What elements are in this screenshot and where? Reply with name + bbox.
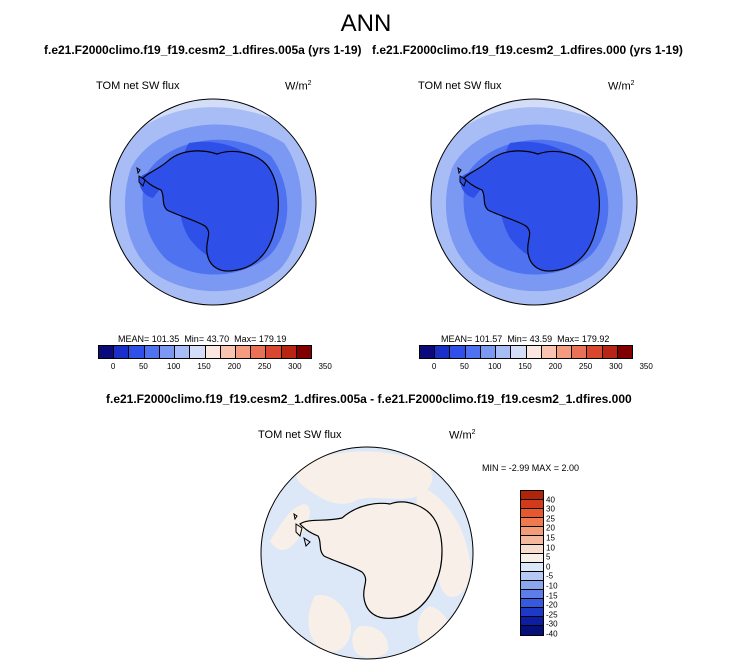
right-units-label: W/m2 xyxy=(608,80,635,93)
right-variable-label: TOM net SW flux xyxy=(418,80,502,92)
colorbar-tick-label: -5 xyxy=(546,571,554,581)
diff-title: f.e21.F2000climo.f19_f19.cesm2_1.dfires.… xyxy=(106,392,632,406)
colorbar-tick-label: -40 xyxy=(546,629,558,639)
right-case-title: f.e21.F2000climo.f19_f19.cesm2_1.dfires.… xyxy=(372,43,683,57)
colorbar-swatch xyxy=(521,491,543,500)
right-colorbar-ticks: 0 50 100 150 200 250 300 350 xyxy=(419,362,653,374)
colorbar-swatch xyxy=(220,346,236,358)
colorbar-swatch xyxy=(159,346,176,358)
left-case-title: f.e21.F2000climo.f19_f19.cesm2_1.dfires.… xyxy=(44,43,362,57)
colorbar-swatch xyxy=(521,590,543,599)
colorbar-swatch xyxy=(190,346,206,358)
colorbar-tick-label: -15 xyxy=(546,591,558,601)
colorbar-tick-label: 250 xyxy=(578,362,593,371)
colorbar-tick-label: -25 xyxy=(546,610,558,620)
colorbar-swatch xyxy=(521,608,543,617)
colorbar-swatch xyxy=(129,346,145,358)
colorbar-tick-label: -20 xyxy=(546,600,558,610)
colorbar-tick-label: 50 xyxy=(459,362,469,371)
colorbar-swatch xyxy=(175,346,191,358)
left-stats: MEAN= 101.35 Min= 43.70 Max= 179.19 xyxy=(118,334,287,344)
colorbar-tick-label: 30 xyxy=(546,504,555,514)
diff-stats: MIN = -2.99 MAX = 2.00 xyxy=(482,463,580,473)
diff-variable-label: TOM net SW flux xyxy=(258,429,342,441)
colorbar-swatch xyxy=(420,346,436,358)
colorbar-swatch xyxy=(281,346,297,358)
colorbar-tick-label: 10 xyxy=(546,543,555,553)
colorbar-swatch xyxy=(465,346,481,358)
colorbar-swatch xyxy=(572,346,588,358)
colorbar-swatch xyxy=(144,346,160,358)
colorbar-swatch xyxy=(521,518,543,527)
colorbar-swatch xyxy=(114,346,130,358)
colorbar-tick-label: 0 xyxy=(431,362,437,371)
colorbar-tick-label: 40 xyxy=(546,495,555,505)
colorbar-swatch xyxy=(521,617,543,626)
colorbar-tick-label: 150 xyxy=(518,362,532,371)
right-stats: MEAN= 101.57 Min= 43.59 Max= 179.92 xyxy=(441,334,610,344)
diff-polar-map xyxy=(260,446,474,660)
colorbar-swatch xyxy=(556,346,573,358)
colorbar-tick-label: 5 xyxy=(546,552,551,562)
colorbar-swatch xyxy=(602,346,618,358)
colorbar-tick-label: 200 xyxy=(227,362,241,371)
colorbar-tick-label: 15 xyxy=(546,533,555,543)
colorbar-swatch xyxy=(480,346,497,358)
colorbar-swatch xyxy=(266,346,282,358)
colorbar-swatch xyxy=(450,346,466,358)
colorbar-swatch xyxy=(521,500,543,509)
colorbar-swatch xyxy=(296,346,312,358)
colorbar-swatch xyxy=(526,346,542,358)
colorbar-swatch xyxy=(521,599,543,608)
colorbar-swatch xyxy=(617,346,633,358)
colorbar-tick-label: 150 xyxy=(197,362,211,371)
left-variable-label: TOM net SW flux xyxy=(96,80,180,92)
colorbar-swatch xyxy=(235,346,252,358)
colorbar-swatch xyxy=(511,346,527,358)
colorbar-swatch xyxy=(521,536,543,545)
colorbar-swatch xyxy=(496,346,512,358)
colorbar-swatch xyxy=(521,509,543,518)
colorbar-tick-label: 350 xyxy=(318,362,332,371)
diff-colorbar xyxy=(520,490,544,636)
colorbar-tick-label: 300 xyxy=(288,362,302,371)
left-polar-map xyxy=(109,98,317,306)
colorbar-tick-label: 300 xyxy=(609,362,623,371)
colorbar-swatch xyxy=(587,346,603,358)
colorbar-tick-label: 50 xyxy=(138,362,148,371)
colorbar-tick-label: -30 xyxy=(546,619,558,629)
diff-units-label: W/m2 xyxy=(449,429,476,442)
colorbar-swatch xyxy=(435,346,451,358)
diff-colorbar-ticks: 40 30 25 20 15 10 5 0 -5 -10 -15 -20 -25 -30 -40 xyxy=(546,490,576,644)
colorbar-swatch xyxy=(521,626,543,635)
right-polar-map xyxy=(430,98,638,306)
colorbar-tick-label: 350 xyxy=(639,362,653,371)
left-colorbar xyxy=(98,345,312,359)
colorbar-swatch xyxy=(205,346,221,358)
colorbar-swatch xyxy=(541,346,557,358)
colorbar-swatch xyxy=(521,572,543,581)
colorbar-tick-label: 100 xyxy=(167,362,181,371)
colorbar-tick-label: 100 xyxy=(488,362,502,371)
colorbar-tick-label: -10 xyxy=(546,581,558,591)
colorbar-swatch xyxy=(521,554,543,563)
colorbar-swatch xyxy=(99,346,115,358)
colorbar-tick-label: 0 xyxy=(546,562,551,572)
colorbar-swatch xyxy=(521,527,543,536)
colorbar-tick-label: 200 xyxy=(548,362,562,371)
figure-title: ANN xyxy=(340,10,392,37)
colorbar-swatch xyxy=(521,581,543,590)
colorbar-swatch xyxy=(251,346,267,358)
colorbar-swatch xyxy=(521,545,543,554)
colorbar-tick-label: 250 xyxy=(257,362,272,371)
left-units-label: W/m2 xyxy=(285,80,312,93)
left-colorbar-ticks: 0 50 100 150 200 250 300 350 xyxy=(98,362,332,374)
colorbar-swatch xyxy=(521,563,543,572)
colorbar-tick-label: 25 xyxy=(546,514,555,524)
colorbar-tick-label: 0 xyxy=(110,362,116,371)
right-colorbar xyxy=(419,345,633,359)
colorbar-tick-label: 20 xyxy=(546,523,555,533)
